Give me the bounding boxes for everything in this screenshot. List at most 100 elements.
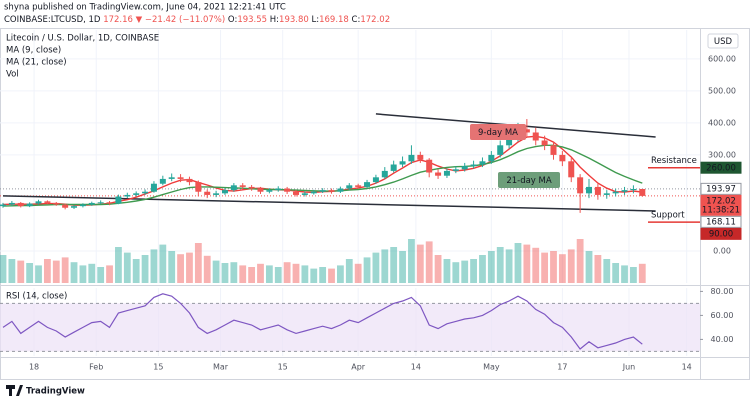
- rsi-line: [2, 293, 643, 350]
- y-tick-label: 300.00: [708, 150, 736, 159]
- volume-bar: [621, 265, 628, 283]
- candle-body: [355, 185, 362, 187]
- candle-body: [35, 201, 42, 204]
- candle-body: [346, 185, 353, 189]
- volume-bar: [390, 247, 398, 283]
- volume-bar: [443, 259, 451, 283]
- volume-bar: [434, 255, 442, 283]
- candle-body: [79, 204, 86, 207]
- currency-button[interactable]: [707, 33, 739, 49]
- candle-body: [417, 154, 424, 160]
- candle-body: [26, 203, 33, 207]
- volume-bar: [532, 247, 540, 283]
- volume-bar: [399, 251, 406, 283]
- volume-bar: [79, 265, 87, 283]
- x-tick-label: 14: [411, 363, 421, 372]
- candle-body: [372, 177, 379, 183]
- price-change: ▼ −21.42 (−11.07%): [136, 15, 226, 25]
- price-badge-label: 90.00: [709, 230, 733, 240]
- candle-body: [230, 185, 237, 191]
- candle-body: [159, 178, 166, 184]
- candle-body: [408, 154, 415, 162]
- volume-bar: [221, 263, 229, 283]
- volume-bar: [452, 262, 460, 283]
- candle-body: [577, 177, 584, 194]
- volume-bar: [337, 265, 344, 283]
- quote-line: COINBASE:LTCUSD, 1D 172.16 ▼ −21.42 (−11…: [4, 15, 390, 25]
- candle-body: [88, 202, 95, 205]
- x-tick-label: 18: [29, 363, 39, 372]
- candle-body: [532, 132, 539, 141]
- rsi-legend: RSI (14, close): [6, 292, 67, 302]
- candle-body: [461, 166, 468, 170]
- candle-body: [293, 191, 300, 195]
- volume-bar: [212, 260, 220, 283]
- logo: [6, 385, 23, 396]
- price-badge: [700, 161, 742, 174]
- annotation-text: 9-day MA: [478, 128, 518, 138]
- annotation-text: 21-day MA: [506, 176, 552, 186]
- volume-bar: [301, 265, 309, 283]
- candle-body: [594, 186, 601, 195]
- volume-bar: [159, 244, 167, 283]
- volume-bar: [239, 265, 247, 283]
- candle-body: [550, 145, 557, 155]
- volume-bar: [514, 243, 522, 283]
- price-badge-label: 193.97: [706, 185, 736, 195]
- candle-body: [301, 193, 308, 195]
- volume-bar: [61, 257, 69, 283]
- candle-body: [8, 202, 15, 205]
- volume-bar: [310, 268, 318, 283]
- volume-bar: [35, 265, 42, 283]
- price-badge: [700, 182, 742, 195]
- candle-body: [630, 188, 637, 191]
- volume-bar: [470, 259, 477, 283]
- candle-body: [97, 202, 104, 204]
- volume-bar: [265, 265, 273, 283]
- candle-body: [639, 188, 646, 196]
- price-badge-countdown: 11:38:21: [702, 205, 740, 215]
- candle-body: [568, 161, 575, 178]
- candle-body: [168, 177, 175, 179]
- candle-body: [435, 172, 442, 176]
- x-tick-label: Mar: [213, 363, 229, 372]
- y-tick-label: 600.00: [708, 54, 736, 63]
- rsi-tick-label: 60.00: [711, 311, 734, 320]
- currency[interactable]: USD: [714, 37, 733, 47]
- candle-body: [497, 145, 504, 155]
- volume-bar: [381, 249, 389, 283]
- price-badge: [700, 215, 742, 228]
- volume-bar: [594, 255, 602, 283]
- volume-bar: [177, 254, 184, 283]
- ohlc-value: 193.80: [279, 15, 309, 25]
- candle-body: [310, 191, 317, 194]
- candle-body: [452, 169, 459, 171]
- volume-bar: [203, 255, 211, 283]
- x-tick-label: 14: [682, 363, 692, 372]
- volume-bar: [612, 263, 620, 283]
- price-badge: [700, 227, 742, 240]
- candle-body: [284, 188, 291, 192]
- volume-bar: [274, 267, 282, 283]
- volume-bar: [88, 263, 96, 283]
- candle-body: [470, 164, 477, 167]
- y-tick-label: 500.00: [708, 86, 736, 95]
- volume-bar: [70, 262, 78, 283]
- candle-body: [399, 161, 406, 165]
- candle-body: [213, 193, 220, 195]
- candle-body: [53, 202, 60, 205]
- volume-bar: [558, 254, 566, 283]
- candle-body: [115, 196, 122, 204]
- candle-body: [337, 188, 344, 192]
- x-tick-label: 17: [557, 363, 567, 372]
- candle-body: [106, 202, 113, 204]
- volume-bar: [230, 262, 238, 283]
- x-tick-label: Jun: [622, 363, 636, 372]
- candle-body: [44, 201, 51, 203]
- candle-body: [17, 202, 24, 207]
- price-badge-label: 172.02: [706, 197, 736, 207]
- candle-body: [488, 154, 495, 162]
- trendline: [2, 195, 656, 212]
- candle-body: [177, 177, 184, 179]
